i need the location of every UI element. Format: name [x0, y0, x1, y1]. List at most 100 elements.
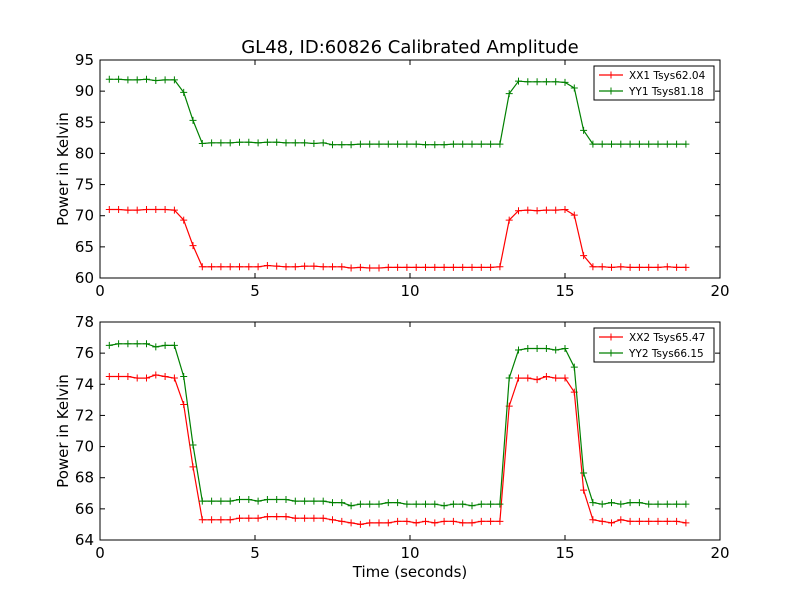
- data-point: [115, 75, 123, 83]
- data-point: [477, 263, 485, 271]
- data-point: [124, 76, 132, 84]
- data-point: [152, 343, 160, 351]
- data-point: [152, 371, 160, 379]
- data-point: [254, 497, 262, 505]
- legend-box: [593, 327, 715, 363]
- data-point: [608, 263, 615, 271]
- y-axis-label: Power in Kelvin: [54, 112, 72, 226]
- data-point: [449, 263, 457, 271]
- data-point: [580, 126, 588, 134]
- data-point: [245, 263, 253, 271]
- data-point: [124, 340, 132, 348]
- data-point: [589, 140, 597, 148]
- data-point: [282, 139, 290, 147]
- y-tick-label: 75: [75, 176, 94, 194]
- data-point: [487, 517, 495, 525]
- data-point: [533, 344, 541, 352]
- data-point: [403, 517, 411, 525]
- y-tick-label: 95: [75, 51, 94, 69]
- data-point: [301, 514, 309, 522]
- data-point: [598, 517, 606, 525]
- data-point: [645, 263, 653, 271]
- data-point: [356, 140, 364, 148]
- data-point: [598, 263, 606, 271]
- data-point: [301, 262, 309, 270]
- data-point: [282, 263, 290, 271]
- data-point: [375, 264, 383, 272]
- y-tick-label: 76: [75, 344, 94, 362]
- data-point: [682, 263, 690, 271]
- data-point: [487, 500, 495, 508]
- x-tick-label: 15: [555, 282, 574, 300]
- data-point: [319, 514, 327, 522]
- data-point: [459, 500, 467, 508]
- data-point: [208, 516, 216, 524]
- data-point: [673, 517, 681, 525]
- data-point: [524, 374, 532, 382]
- y-tick-label: 68: [75, 469, 94, 487]
- data-point: [254, 139, 262, 147]
- data-point: [152, 77, 160, 85]
- legend-label: YY1 Tsys81.18: [628, 86, 704, 98]
- legend-marker: [607, 349, 615, 357]
- data-point: [403, 500, 411, 508]
- data-point: [319, 497, 327, 505]
- data-point: [533, 207, 541, 215]
- data-point: [673, 140, 681, 148]
- data-point: [515, 207, 522, 215]
- data-point: [245, 514, 253, 522]
- y-tick-label: 66: [75, 500, 94, 518]
- data-point: [189, 463, 197, 471]
- data-point: [198, 139, 206, 147]
- data-point: [645, 140, 653, 148]
- data-point: [598, 500, 606, 508]
- data-point: [236, 263, 243, 271]
- data-point: [282, 496, 290, 504]
- data-point: [236, 138, 243, 146]
- data-point: [170, 374, 178, 382]
- data-point: [468, 263, 476, 271]
- data-point: [329, 499, 336, 507]
- data-point: [515, 77, 522, 85]
- data-point: [412, 519, 420, 527]
- data-point: [635, 263, 643, 271]
- data-point: [384, 263, 392, 271]
- data-point: [589, 499, 597, 507]
- data-point: [338, 517, 346, 525]
- data-point: [663, 140, 671, 148]
- data-point: [263, 496, 271, 504]
- data-point: [394, 517, 402, 525]
- data-point: [152, 205, 160, 213]
- y-tick-label: 72: [75, 406, 94, 424]
- data-point: [133, 76, 141, 84]
- data-point: [226, 497, 234, 505]
- data-point: [663, 517, 671, 525]
- data-point: [449, 500, 457, 508]
- data-point: [561, 78, 569, 86]
- data-point: [143, 374, 150, 382]
- data-point: [422, 141, 429, 149]
- data-point: [663, 500, 671, 508]
- x-axis-label: Time (seconds): [352, 563, 468, 581]
- data-point: [459, 519, 467, 527]
- x-tick-label: 0: [95, 544, 105, 562]
- data-point: [449, 140, 457, 148]
- y-tick-label: 80: [75, 144, 94, 162]
- data-point: [263, 513, 271, 521]
- x-tick-label: 5: [250, 544, 260, 562]
- y-axis-label: Power in Kelvin: [54, 374, 72, 488]
- data-point: [524, 206, 532, 214]
- data-point: [422, 263, 429, 271]
- data-point: [282, 513, 290, 521]
- data-point: [236, 514, 243, 522]
- data-point: [366, 500, 374, 508]
- data-point: [496, 263, 504, 271]
- data-point: [217, 263, 225, 271]
- data-point: [617, 140, 625, 148]
- data-point: [524, 344, 532, 352]
- y-tick-label: 64: [75, 531, 94, 549]
- data-point: [329, 516, 336, 524]
- legend-marker: [607, 333, 615, 341]
- y-tick-label: 70: [75, 438, 94, 456]
- data-point: [412, 263, 420, 271]
